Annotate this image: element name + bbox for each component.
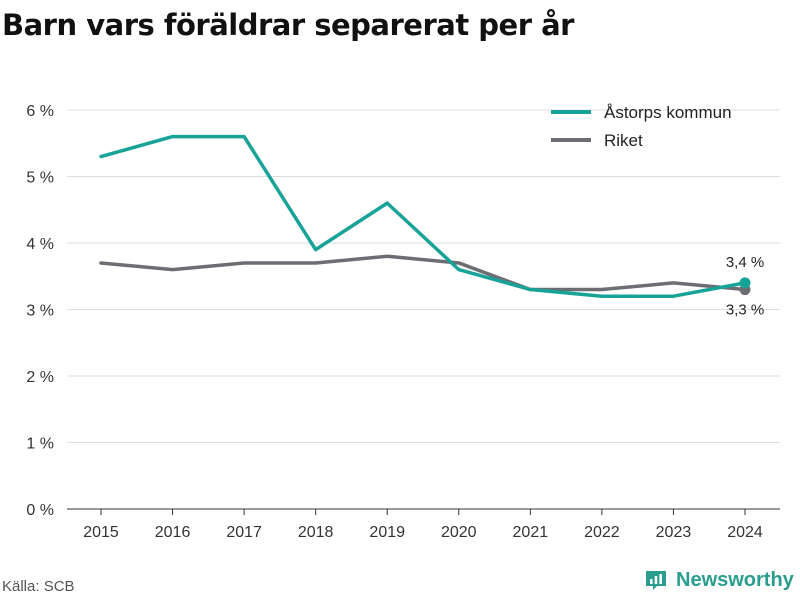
source-note: Källa: SCB: [2, 578, 75, 595]
y-tick-label: 5 %: [26, 170, 54, 187]
x-tick-label: 2019: [369, 524, 405, 541]
axes: 0 % 1 % 2 % 3 % 4 % 5 % 6 % 2015 2016 2017 2018 201…: [26, 103, 780, 541]
x-tick-label: 2020: [441, 524, 477, 541]
x-tick-label: 2015: [83, 524, 119, 541]
x-tick-label: 2021: [513, 524, 549, 541]
x-tick-label: 2016: [155, 524, 191, 541]
brand-logo: Newsworthy: [644, 568, 794, 592]
y-tick-label: 4 %: [26, 236, 54, 253]
brand-name: Newsworthy: [676, 568, 794, 591]
series-lines: [99, 134, 751, 298]
x-tick-label: 2024: [727, 524, 763, 541]
data-label-astorp: 3,4 %: [726, 254, 764, 271]
series-end-point-astorp: [739, 277, 751, 289]
y-tick-label: 2 %: [26, 369, 54, 386]
y-tick-label: 0 %: [26, 502, 54, 519]
newsworthy-icon: [646, 571, 666, 590]
data-labels: 3,4 % 3,3 %: [726, 254, 764, 319]
x-tick-label: 2017: [226, 524, 262, 541]
legend: Åstorps kommun Riket: [551, 103, 732, 150]
series-line-astorp: [99, 134, 747, 298]
x-tick-label: 2018: [298, 524, 334, 541]
x-tick-label: 2022: [584, 524, 620, 541]
legend-label: Åstorps kommun: [604, 103, 732, 122]
chart-title: Barn vars föräldrar separerat per år: [2, 8, 574, 42]
y-tick-label: 6 %: [26, 103, 54, 120]
x-tick-label: 2023: [656, 524, 692, 541]
data-label-riket: 3,3 %: [726, 302, 764, 319]
y-tick-label: 3 %: [26, 303, 54, 320]
y-tick-label: 1 %: [26, 436, 54, 453]
series-line-riket: [99, 254, 747, 292]
gridlines: [67, 109, 780, 510]
legend-label: Riket: [604, 131, 643, 150]
